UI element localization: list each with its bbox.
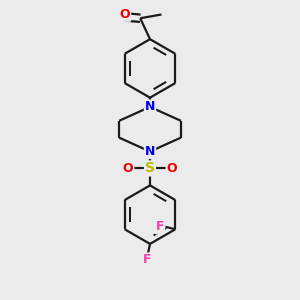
Text: N: N bbox=[145, 145, 155, 158]
Text: S: S bbox=[145, 161, 155, 176]
Text: F: F bbox=[156, 220, 164, 233]
Text: O: O bbox=[120, 8, 130, 21]
Text: N: N bbox=[145, 100, 155, 113]
Text: F: F bbox=[143, 254, 151, 266]
Text: O: O bbox=[123, 162, 134, 175]
Text: O: O bbox=[167, 162, 177, 175]
